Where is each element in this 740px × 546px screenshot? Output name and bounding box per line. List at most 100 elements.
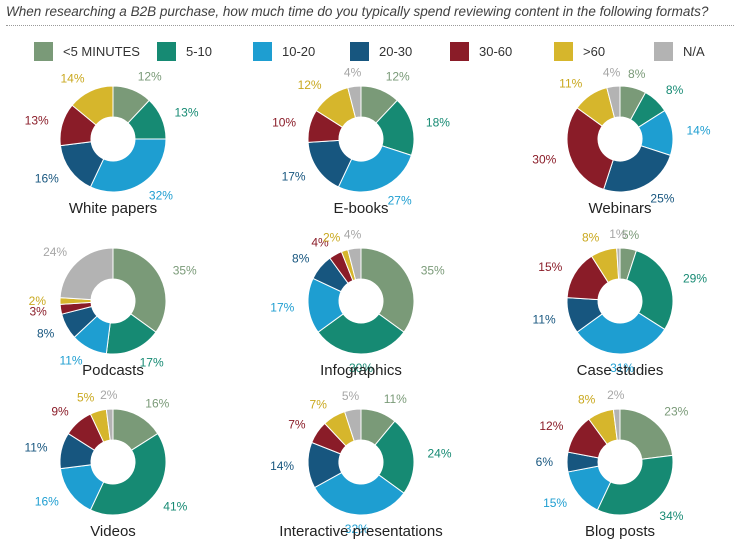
data-label: 15%	[538, 260, 562, 274]
legend-label-5-10: 5-10	[186, 44, 213, 59]
legend-swatch-30-60	[450, 42, 469, 61]
dotted-divider	[6, 25, 734, 26]
donut-slice-6	[343, 408, 362, 442]
data-label: 14%	[687, 124, 711, 138]
donut-slice-2	[576, 312, 666, 355]
donut-interactive-presentations: 11% 24% 32% 14% 7% 7% 5% Interactive presentati…	[270, 389, 452, 540]
data-label: 35%	[421, 264, 445, 278]
data-label: 1%	[609, 227, 627, 241]
legend-label-na: N/A	[683, 44, 705, 59]
donut-slice-6	[59, 247, 114, 301]
data-label: 3%	[29, 305, 47, 319]
data-label: 8%	[582, 230, 600, 244]
donut-title: Webinars	[588, 200, 651, 217]
donut-title: Interactive presentations	[279, 523, 442, 540]
donut-slice-2	[337, 145, 413, 193]
data-label: 32%	[149, 189, 173, 203]
legend-swatch-gt60	[554, 42, 573, 61]
donut-title: Case studies	[577, 362, 664, 379]
data-label: 16%	[35, 171, 59, 185]
legend-label-gt60: >60	[583, 44, 606, 59]
donut-blog-posts: 23% 34% 15% 6% 12% 8% 2% Blog posts	[536, 388, 689, 540]
donut-title: Blog posts	[585, 523, 655, 540]
data-label: 27%	[388, 194, 412, 208]
donut-title: Videos	[90, 523, 136, 540]
data-label: 5%	[77, 391, 95, 405]
donut-slice-1	[596, 454, 674, 516]
data-label: 25%	[650, 192, 674, 206]
donut-slice-6	[612, 408, 621, 441]
donut-slice-2	[89, 138, 167, 193]
data-label: 2%	[100, 388, 118, 402]
data-label: 32%	[345, 522, 369, 536]
donut-slice-4	[566, 107, 614, 191]
data-label: 8%	[628, 67, 646, 81]
data-label: 14%	[60, 71, 84, 85]
survey-question: When researching a B2B purchase, how muc…	[6, 4, 709, 19]
data-label: 11%	[24, 440, 47, 454]
data-label: 5%	[342, 389, 360, 403]
data-label: 34%	[659, 509, 683, 523]
data-label: 24%	[428, 447, 452, 461]
data-label: 11%	[533, 313, 556, 327]
donut-slice-6	[105, 408, 114, 441]
donut-slice-6	[347, 247, 362, 281]
data-label: 17%	[282, 170, 306, 184]
donut-title: White papers	[69, 200, 157, 217]
donut-white-papers: 12% 13% 32% 16% 13% 14% White papers	[25, 70, 199, 217]
data-label: 12%	[539, 419, 563, 433]
legend-label-20-30: 20-30	[379, 44, 413, 59]
donut-videos: 16% 41% 16% 11% 9% 5% 2% Videos	[24, 388, 187, 540]
data-label: 8%	[292, 251, 310, 265]
legend-swatch-10-20	[253, 42, 272, 61]
donut-slice-1	[374, 420, 415, 494]
data-label: 4%	[311, 235, 329, 249]
data-label: 11%	[59, 354, 82, 368]
donut-slice-6	[347, 85, 362, 119]
legend-label-10-20: 10-20	[282, 44, 316, 59]
data-label: 30%	[349, 361, 373, 375]
donut-slice-5	[71, 85, 114, 126]
donut-infographics: 35%30%17%8%4%2% 4%Infographics	[270, 228, 445, 380]
data-label: 11%	[559, 77, 582, 91]
data-label: 30%	[532, 153, 556, 167]
data-label: 9%	[51, 405, 69, 419]
donut-slice-1	[317, 313, 405, 355]
data-label: 8%	[666, 83, 684, 97]
data-label: 16%	[145, 396, 169, 410]
data-label: 17%	[140, 356, 164, 370]
donut-slice-0	[360, 247, 415, 333]
legend-label-lt5: <5 MINUTES	[63, 44, 140, 59]
data-label: 7%	[288, 417, 306, 431]
data-label: 14%	[270, 459, 294, 473]
donut-slice-1	[89, 432, 167, 516]
data-label: 17%	[270, 300, 294, 314]
data-label: 10%	[272, 115, 296, 129]
data-label: 13%	[175, 105, 199, 119]
donut-title: E-books	[333, 200, 388, 217]
data-label: 4%	[344, 66, 362, 80]
donut-slice-3	[602, 145, 672, 193]
legend-swatch-na	[654, 42, 673, 61]
data-label: 8%	[37, 326, 55, 340]
data-label: 2%	[323, 230, 341, 244]
donut-slice-1	[626, 249, 674, 331]
data-label: 2%	[607, 388, 625, 402]
data-label: 23%	[664, 405, 688, 419]
data-label: 31%	[610, 361, 634, 375]
data-label: 6%	[536, 455, 554, 469]
data-label: 16%	[35, 494, 59, 508]
donut-slice-2	[313, 471, 405, 516]
donut-webinars: 8% 8% 14% 25% 30% 11% 4% Webinars	[532, 66, 711, 218]
donut-slice-6	[616, 247, 621, 280]
data-label: 11%	[384, 392, 407, 406]
legend-swatch-lt5	[34, 42, 53, 61]
data-label: 13%	[25, 113, 49, 127]
donut-e-books: 12% 18% 27% 17% 10% 12% 4% E-books	[272, 66, 450, 218]
donut-slice-0	[112, 247, 167, 333]
data-label: 41%	[163, 499, 187, 513]
data-label: 12%	[138, 70, 162, 84]
data-label: 2%	[29, 294, 47, 308]
data-label: 4%	[603, 66, 621, 80]
legend-swatch-5-10	[157, 42, 176, 61]
